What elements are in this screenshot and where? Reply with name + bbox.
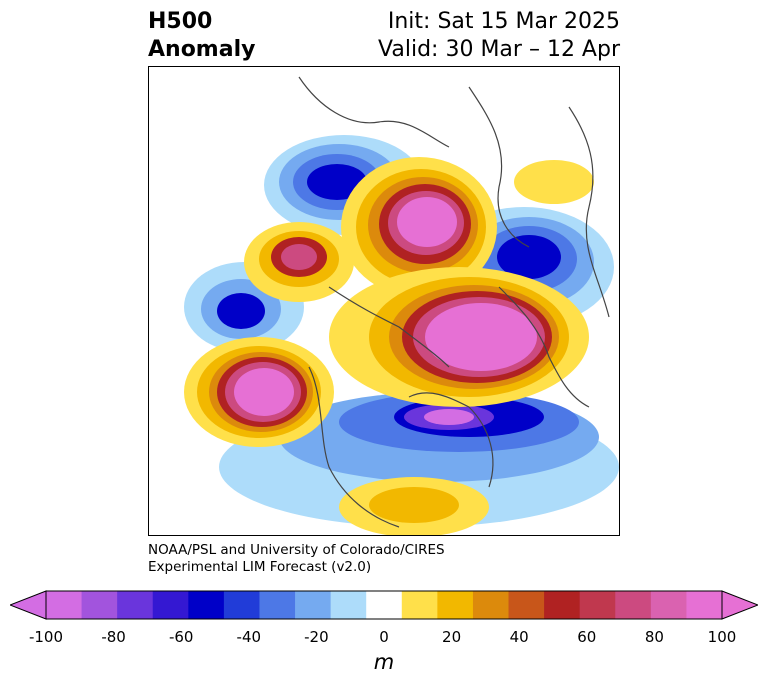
colorbar-tick-label: 40 bbox=[509, 628, 529, 646]
colorbar-cell bbox=[650, 591, 687, 619]
title-anomaly: Anomaly bbox=[148, 37, 256, 62]
colorbar-cell bbox=[259, 591, 296, 619]
colorbar bbox=[10, 590, 758, 620]
colorbar-cell bbox=[223, 591, 260, 619]
colorbar-cell bbox=[330, 591, 367, 619]
negative-anomaly-north-america bbox=[219, 392, 619, 527]
credit-line1: NOAA/PSL and University of Colorado/CIRE… bbox=[148, 542, 445, 558]
forecast-dates: Init: Sat 15 Mar 2025 Valid: 30 Mar – 12… bbox=[378, 8, 620, 64]
colorbar-tick-label: -40 bbox=[236, 628, 262, 646]
credit: NOAA/PSL and University of Colorado/CIRE… bbox=[148, 542, 445, 576]
colorbar-cell bbox=[579, 591, 616, 619]
anomaly-map bbox=[148, 66, 620, 536]
colorbar-tick-label: -60 bbox=[168, 628, 194, 646]
colorbar-unit: m bbox=[373, 650, 395, 674]
colorbar-extend-max bbox=[721, 590, 758, 620]
map-title: H500 Anomaly bbox=[148, 8, 255, 64]
colorbar-tick-label: 80 bbox=[644, 628, 664, 646]
coastlines bbox=[298, 76, 610, 528]
colorbar-tick-label: -80 bbox=[101, 628, 126, 646]
credit-line2: Experimental LIM Forecast (v2.0) bbox=[148, 559, 372, 575]
positive-anomaly-north-atlantic bbox=[329, 267, 589, 407]
colorbar-cell bbox=[366, 591, 403, 619]
map-canvas bbox=[184, 76, 619, 535]
colorbar-cell bbox=[152, 591, 189, 619]
init-date: Init: Sat 15 Mar 2025 bbox=[387, 9, 620, 34]
colorbar-cell bbox=[401, 591, 438, 619]
colorbar-tick-label: -100 bbox=[28, 628, 64, 646]
positive-anomaly-arctic bbox=[341, 157, 497, 297]
colorbar-cell bbox=[295, 591, 332, 619]
colorbar-tick-label: 20 bbox=[442, 628, 462, 646]
colorbar-tick-label: 100 bbox=[707, 628, 737, 646]
colorbar-cell bbox=[472, 591, 510, 619]
colorbar-outline bbox=[45, 590, 723, 620]
colorbar-cell bbox=[117, 591, 154, 619]
colorbar-cell bbox=[188, 591, 225, 619]
colorbar-cell bbox=[81, 591, 118, 619]
title-variable: H500 bbox=[148, 9, 213, 34]
colorbar-cell bbox=[686, 591, 723, 619]
positive-anomaly-northeast-pacific bbox=[184, 337, 334, 447]
colorbar-tick-label: 60 bbox=[577, 628, 597, 646]
colorbar-cell bbox=[437, 591, 474, 619]
colorbar-cells bbox=[46, 591, 723, 619]
colorbar-cell bbox=[46, 591, 83, 619]
colorbar-extend-min bbox=[10, 590, 47, 620]
negative-anomaly-west-pacific bbox=[184, 262, 304, 352]
colorbar-cell bbox=[615, 591, 652, 619]
positive-anomaly-scandinavia bbox=[514, 160, 594, 204]
positive-anomaly-gulf bbox=[339, 477, 489, 535]
colorbar-cell bbox=[544, 591, 581, 619]
positive-anomaly-siberia bbox=[244, 222, 354, 302]
valid-range: Valid: 30 Mar – 12 Apr bbox=[378, 37, 620, 62]
colorbar-cell bbox=[508, 591, 545, 619]
colorbar-tick-label: 0 bbox=[379, 628, 389, 646]
colorbar-tick-label: -20 bbox=[304, 628, 329, 646]
